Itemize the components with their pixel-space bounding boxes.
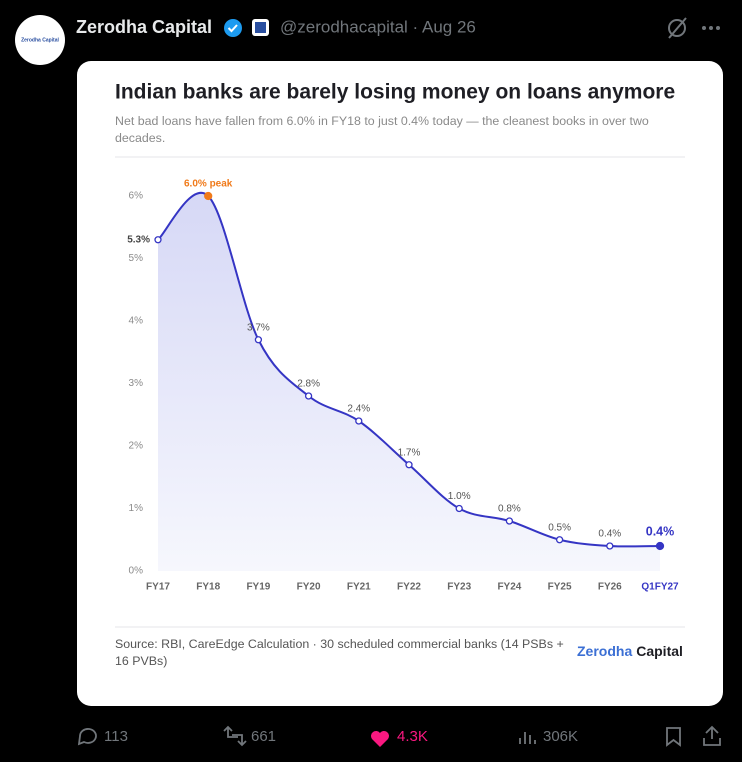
y-tick-label: 0%	[129, 566, 144, 577]
value-label: 5.3%	[127, 234, 150, 245]
repost-icon[interactable]	[223, 725, 247, 747]
brand: Zerodha Capital	[577, 643, 683, 659]
value-label: 2.8%	[297, 379, 320, 390]
x-tick-label: FY24	[497, 582, 521, 593]
avatar[interactable]	[15, 15, 65, 65]
repost-count: 661	[251, 728, 276, 745]
value-label: 0.4%	[598, 529, 621, 540]
reply-count: 113	[104, 728, 128, 745]
y-tick-label: 3%	[129, 378, 144, 389]
x-tick-label: FY25	[548, 582, 572, 593]
like-icon[interactable]	[371, 730, 389, 747]
point	[555, 536, 564, 544]
point	[405, 461, 413, 469]
point	[304, 392, 313, 400]
x-tick-label: FY20	[297, 582, 321, 593]
value-label: 3.7%	[247, 322, 270, 333]
point	[254, 336, 263, 344]
value-label: 6.0% peak	[184, 179, 233, 190]
point	[154, 236, 162, 244]
affiliate-inner	[255, 22, 266, 33]
value-label: 0.5%	[548, 522, 571, 533]
y-tick-label: 2%	[129, 441, 144, 452]
y-tick-label: 1%	[129, 503, 144, 514]
area	[158, 192, 660, 571]
grok-icon[interactable]	[668, 17, 687, 39]
point	[355, 417, 363, 425]
more-icon[interactable]	[702, 26, 720, 30]
chart-source: Source: RBI, CareEdge Calculation · 30 s…	[115, 637, 564, 668]
x-tick-label: FY22	[397, 582, 421, 593]
point	[655, 541, 665, 551]
line	[157, 191, 661, 548]
x-tick-label: FY21	[347, 582, 371, 593]
bookmark-icon[interactable]	[666, 727, 681, 747]
chart-subtitle: Net bad loans have fallen from 6.0% in F…	[115, 114, 649, 145]
like-count: 4.3K	[397, 728, 428, 745]
x-tick-label: FY19	[246, 582, 270, 593]
chart-title: Indian banks are barely losing money on …	[115, 81, 675, 104]
views-icon[interactable]	[519, 732, 536, 744]
value-label: 2.4%	[347, 404, 370, 415]
display-name[interactable]: Zerodha Capital	[76, 17, 212, 37]
point	[455, 504, 463, 513]
x-tick-label: FY23	[447, 582, 471, 593]
value-label: 0.8%	[498, 504, 521, 515]
value-label: 0.4%	[646, 524, 675, 538]
avatar-text: Zerodha Capital	[21, 37, 59, 43]
point	[505, 517, 514, 525]
x-tick-label: Q1FY27	[641, 582, 679, 593]
y-tick-label: 4%	[129, 316, 144, 327]
verified-check	[227, 24, 238, 33]
x-tick-label: FY26	[598, 582, 622, 593]
x-tick-label: FY17	[146, 582, 170, 593]
view-count: 306K	[543, 728, 578, 745]
x-tick-label: FY18	[196, 582, 220, 593]
point	[204, 191, 213, 201]
y-tick-label: 6%	[129, 191, 144, 202]
point	[606, 542, 614, 550]
y-tick-label: 5%	[129, 253, 144, 264]
reply-icon[interactable]	[77, 728, 97, 746]
value-label: 1.0%	[448, 491, 471, 502]
handle-date[interactable]: @zerodhacapital · Aug 26	[280, 17, 476, 36]
share-icon[interactable]	[703, 725, 721, 746]
value-label: 1.7%	[398, 447, 421, 458]
action-icons	[77, 725, 721, 747]
